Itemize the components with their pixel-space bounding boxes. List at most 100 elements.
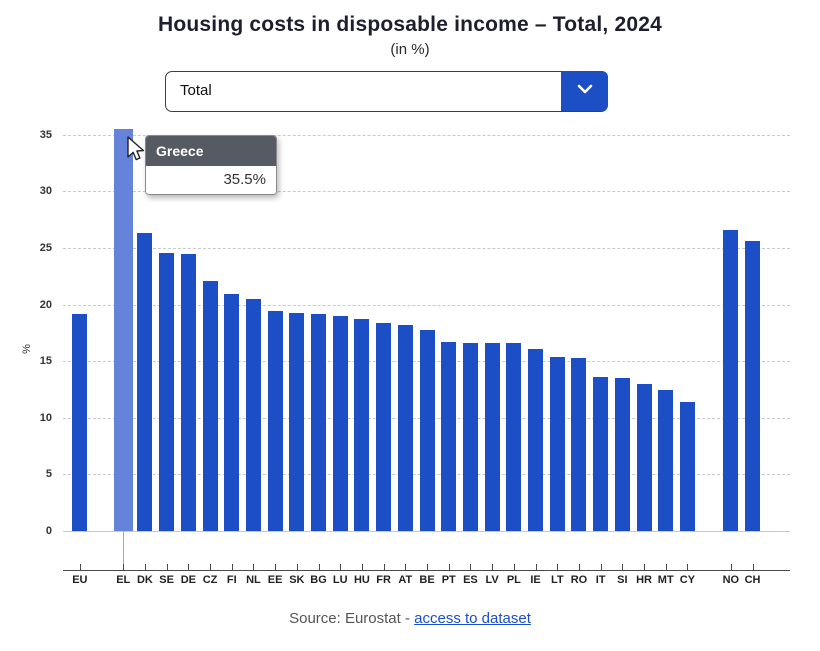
x-tick-FI <box>231 564 233 570</box>
x-tick-RO <box>578 564 580 570</box>
y-tick-label-15: 15 <box>39 355 52 368</box>
y-tick-label-20: 20 <box>39 298 52 311</box>
bar-LV[interactable] <box>484 343 500 531</box>
x-tick-DE <box>188 564 190 570</box>
source-line: Source: Eurostat - access to dataset <box>0 610 820 627</box>
bar-PL[interactable] <box>506 343 522 531</box>
x-label-RO: RO <box>570 574 588 586</box>
x-label-MT: MT <box>657 574 674 586</box>
bar-FR[interactable] <box>376 322 392 531</box>
bar-PT[interactable] <box>441 341 457 531</box>
x-label-PL: PL <box>506 574 521 586</box>
x-label-CY: CY <box>679 574 696 586</box>
bar-IT[interactable] <box>593 377 609 531</box>
x-label-SE: SE <box>159 574 174 586</box>
x-label-EL: EL <box>116 574 131 586</box>
bar-HR[interactable] <box>636 383 652 531</box>
x-tick-SE <box>166 564 168 570</box>
x-label-NL: NL <box>246 574 261 586</box>
hover-tooltip: Greece 35.5% <box>145 135 277 195</box>
x-label-EE: EE <box>267 574 283 586</box>
tooltip-country: Greece <box>146 136 276 166</box>
mouse-cursor-icon <box>125 136 147 169</box>
x-label-FR: FR <box>376 574 391 586</box>
x-label-EU: EU <box>72 574 88 586</box>
x-label-DE: DE <box>180 574 196 586</box>
x-tick-NL <box>253 564 255 570</box>
x-tick-HR <box>644 564 646 570</box>
bar-FI[interactable] <box>224 294 240 531</box>
bar-EL[interactable] <box>113 129 133 531</box>
x-label-IE: IE <box>530 574 541 586</box>
source-text: Source: Eurostat - <box>289 610 415 627</box>
bar-EE[interactable] <box>267 311 283 531</box>
bar-DE[interactable] <box>180 253 196 531</box>
page-title: Housing costs in disposable income – Tot… <box>157 13 662 36</box>
y-tick-label-10: 10 <box>39 411 52 424</box>
bar-LU[interactable] <box>332 315 348 531</box>
bar-LT[interactable] <box>549 356 565 531</box>
dropdown-open-button[interactable] <box>561 71 608 111</box>
bar-NO[interactable] <box>723 229 739 531</box>
metric-dropdown[interactable]: Total <box>165 71 608 112</box>
x-tick-PL <box>513 564 515 570</box>
bar-BG[interactable] <box>311 313 327 531</box>
bar-ES[interactable] <box>462 343 478 531</box>
x-label-DK: DK <box>136 574 153 586</box>
dropdown-selected-value: Total <box>180 82 212 99</box>
x-tick-LU <box>340 564 342 570</box>
x-tick-EE <box>275 564 277 570</box>
x-tick-FR <box>383 564 385 570</box>
x-label-AT: AT <box>398 574 413 586</box>
x-tick-IE <box>535 564 537 570</box>
x-tick-HU <box>361 564 363 570</box>
x-label-IT: IT <box>595 574 606 586</box>
x-label-CZ: CZ <box>202 574 218 586</box>
hover-crosshair <box>123 531 125 570</box>
x-tick-MT <box>665 564 667 570</box>
bar-SK[interactable] <box>289 312 305 531</box>
y-tick-label-5: 5 <box>45 468 52 481</box>
gridline-25 <box>63 248 790 249</box>
x-tick-SK <box>296 564 298 570</box>
y-tick-label-30: 30 <box>39 185 52 198</box>
x-tick-BG <box>318 564 320 570</box>
x-label-BE: BE <box>419 574 435 586</box>
chevron-down-icon <box>574 78 596 105</box>
bar-CH[interactable] <box>745 241 761 531</box>
bar-SI[interactable] <box>614 378 630 531</box>
y-axis-title: % <box>20 344 33 354</box>
x-label-BG: BG <box>310 574 327 586</box>
bar-NL[interactable] <box>245 298 261 531</box>
bar-EU[interactable] <box>72 313 88 531</box>
x-label-SK: SK <box>289 574 305 586</box>
bar-MT[interactable] <box>658 389 674 531</box>
gridline-35 <box>63 134 790 136</box>
x-tick-SI <box>622 564 624 570</box>
x-tick-PT <box>448 564 450 570</box>
gridline-20 <box>63 304 790 306</box>
x-label-NO: NO <box>722 574 740 586</box>
dataset-link[interactable]: access to dataset <box>414 610 531 627</box>
x-tick-NO <box>730 564 732 570</box>
x-label-HR: HR <box>636 574 652 586</box>
bar-CY[interactable] <box>679 401 695 531</box>
bar-SE[interactable] <box>159 252 175 531</box>
x-label-LV: LV <box>485 574 499 586</box>
x-tick-LT <box>557 564 559 570</box>
bar-BE[interactable] <box>419 329 435 531</box>
x-tick-CY <box>687 564 689 570</box>
bar-IE[interactable] <box>528 348 544 531</box>
x-tick-BE <box>427 564 429 570</box>
x-tick-EL <box>123 564 125 570</box>
bar-HU[interactable] <box>354 319 370 531</box>
x-label-FI: FI <box>226 574 237 586</box>
x-label-LT: LT <box>550 574 564 586</box>
y-tick-label-25: 25 <box>39 242 52 254</box>
bar-RO[interactable] <box>571 357 587 531</box>
gridline-30 <box>63 191 790 193</box>
bar-CZ[interactable] <box>202 280 218 531</box>
bar-AT[interactable] <box>397 324 413 531</box>
x-label-SI: SI <box>617 574 628 586</box>
bar-DK[interactable] <box>137 233 153 531</box>
